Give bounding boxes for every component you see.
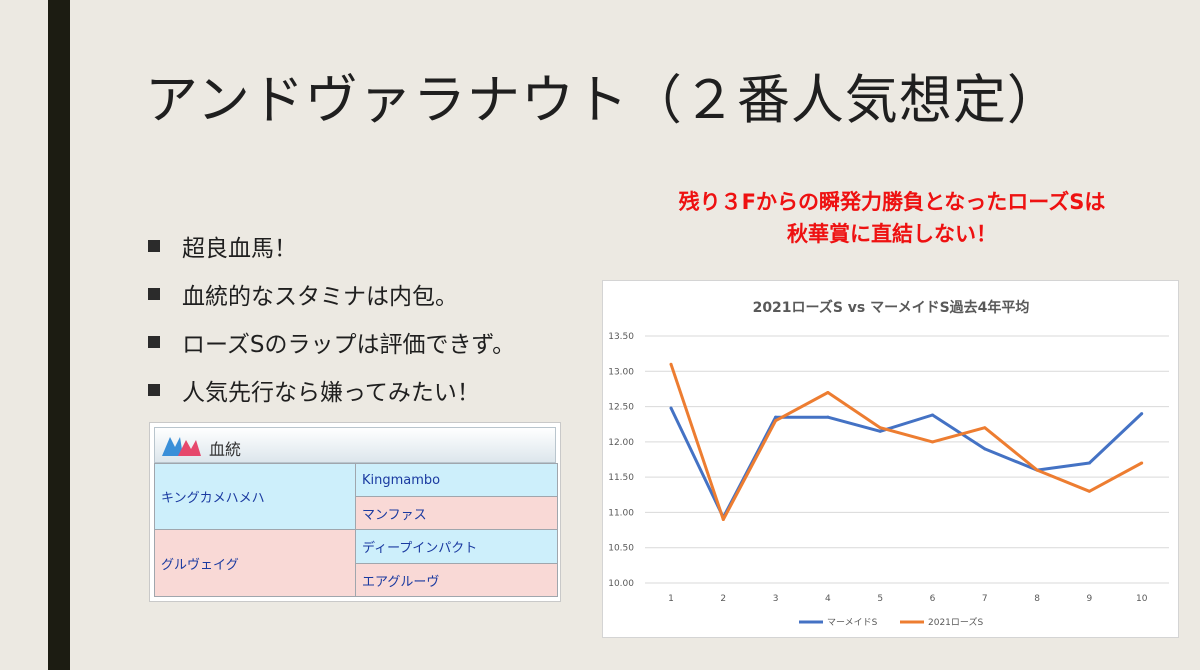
data-point bbox=[878, 429, 882, 433]
x-tick-label: 8 bbox=[1034, 594, 1040, 604]
square-bullet-icon bbox=[148, 240, 160, 252]
y-tick-label: 13.50 bbox=[608, 332, 634, 342]
data-point bbox=[931, 413, 934, 417]
bullet-list: 超良血馬！ 血統的なスタミナは内包。 ローズSのラップは評価できず。 人気先行な… bbox=[148, 222, 515, 414]
x-tick-label: 1 bbox=[668, 594, 674, 604]
pedigree-sire-label: キングカメハメハ bbox=[161, 491, 265, 506]
series-line-mermaid bbox=[669, 407, 1143, 519]
pedigree-dam-sire[interactable]: ディープインパクト bbox=[355, 529, 558, 564]
slide-title: アンドヴァラナウト（２番人気想定） bbox=[145, 70, 1061, 131]
x-tick-label: 5 bbox=[877, 594, 883, 604]
highlight-note-line: 秋華賞に直結しない！ bbox=[787, 222, 997, 246]
data-point bbox=[721, 517, 725, 521]
data-point bbox=[669, 406, 673, 410]
highlight-note-line: 残り３Fからの瞬発力勝負となったローズSは bbox=[678, 190, 1106, 214]
y-tick-label: 13.00 bbox=[608, 367, 634, 377]
chart-title: 2021ローズS vs マーメイドS過去4年平均 bbox=[753, 299, 1030, 316]
x-tick-label: 6 bbox=[930, 594, 936, 604]
square-bullet-icon bbox=[148, 336, 160, 348]
highlight-note: 残り３Fからの瞬発力勝負となったローズSは 秋華賞に直結しない！ bbox=[612, 186, 1172, 250]
data-point bbox=[669, 362, 673, 366]
data-point bbox=[931, 440, 934, 444]
data-point bbox=[1035, 468, 1039, 472]
pedigree-header: 血統 bbox=[154, 427, 556, 463]
pedigree-table: 血統 キングカメハメハ Kingmambo マンファス グルヴェイグ ディープイ… bbox=[149, 422, 561, 602]
pedigree-sire-sire-label: Kingmambo bbox=[362, 472, 441, 488]
data-point bbox=[826, 415, 830, 419]
y-tick-label: 12.00 bbox=[608, 438, 634, 448]
data-point bbox=[1140, 412, 1144, 416]
square-bullet-icon bbox=[148, 288, 160, 300]
bullet-text: 超良血馬！ bbox=[182, 236, 297, 262]
square-bullet-icon bbox=[148, 384, 160, 396]
y-tick-label: 11.00 bbox=[608, 508, 634, 518]
data-point bbox=[1140, 461, 1144, 465]
bullet-item: 超良血馬！ bbox=[148, 222, 515, 270]
slide-accent-bar bbox=[48, 0, 70, 670]
bullet-item: 人気先行なら嫌ってみたい！ bbox=[148, 366, 515, 414]
pedigree-dam-dam[interactable]: エアグルーヴ bbox=[355, 563, 558, 597]
pedigree-sire-dam-label: マンファス bbox=[362, 507, 427, 523]
data-point bbox=[774, 415, 778, 419]
pedigree-sire-sire[interactable]: Kingmambo bbox=[355, 463, 558, 497]
lap-chart: 2021ローズS vs マーメイドS過去4年平均 13.50 13.00 12.50… bbox=[602, 280, 1179, 638]
pedigree-title: 血統 bbox=[209, 440, 242, 459]
bullet-text: ローズSのラップは評価できず。 bbox=[182, 332, 516, 358]
pedigree-dam-label: グルヴェイグ bbox=[161, 557, 239, 573]
y-tick-label: 10.00 bbox=[608, 579, 634, 589]
pedigree-dam-sire-label: ディープインパクト bbox=[362, 541, 478, 556]
series-line-roses bbox=[669, 363, 1143, 521]
pedigree-sire-dam[interactable]: マンファス bbox=[355, 496, 558, 530]
pedigree-dam-dam-label: エアグルーヴ bbox=[362, 574, 440, 590]
data-point bbox=[1087, 461, 1091, 465]
x-tick-label: 10 bbox=[1136, 594, 1148, 604]
legend-label: マーメイドS bbox=[827, 618, 878, 628]
x-tick-label: 2 bbox=[720, 594, 726, 604]
bullet-item: 血統的なスタミナは内包。 bbox=[148, 270, 515, 318]
lap-chart-svg: 2021ローズS vs マーメイドS過去4年平均 13.50 13.00 12.50… bbox=[608, 299, 1169, 628]
data-point bbox=[983, 426, 987, 430]
data-point bbox=[1087, 489, 1091, 493]
data-point bbox=[983, 447, 987, 451]
bullet-text: 人気先行なら嫌ってみたい！ bbox=[182, 380, 480, 406]
legend-label: 2021ローズS bbox=[928, 616, 983, 628]
bullet-item: ローズSのラップは評価できず。 bbox=[148, 318, 515, 366]
data-point bbox=[774, 419, 778, 423]
data-point bbox=[826, 390, 830, 394]
y-tick-label: 12.50 bbox=[608, 403, 634, 413]
pedigree-logo-icon bbox=[162, 437, 201, 456]
x-tick-label: 7 bbox=[982, 594, 988, 604]
x-tick-label: 3 bbox=[773, 594, 779, 604]
pedigree-dam[interactable]: グルヴェイグ bbox=[154, 529, 356, 597]
y-tick-label: 10.50 bbox=[608, 544, 634, 554]
data-point bbox=[878, 426, 882, 430]
y-tick-label: 11.50 bbox=[608, 473, 634, 483]
x-tick-label: 9 bbox=[1087, 594, 1093, 604]
bullet-text: 血統的なスタミナは内包。 bbox=[182, 284, 458, 310]
x-tick-label: 4 bbox=[825, 594, 831, 604]
pedigree-sire[interactable]: キングカメハメハ bbox=[154, 463, 356, 530]
